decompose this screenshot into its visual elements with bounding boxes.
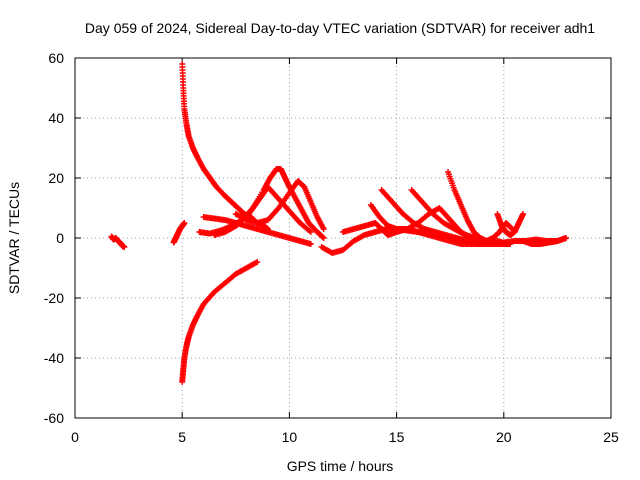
y-tick-label: -40 [44, 350, 64, 366]
plot-frame [74, 57, 612, 419]
data-point [307, 229, 314, 235]
y-tick-label: -20 [44, 290, 64, 306]
series-arc-a [108, 233, 128, 250]
series-arc-o [494, 211, 527, 238]
x-tick-label: 25 [603, 429, 619, 445]
x-tick-label: 10 [282, 429, 298, 445]
data-point [320, 235, 327, 241]
grid [75, 58, 611, 418]
data-point [562, 235, 569, 241]
data-point [520, 211, 527, 217]
x-tick-label: 0 [71, 429, 79, 445]
series-arc-g [211, 184, 314, 238]
data-point [505, 241, 512, 247]
data-point [320, 226, 327, 232]
x-tick-labels: 0 5 10 15 20 25 [71, 429, 619, 445]
series-arc-l [378, 187, 514, 247]
series-arc-d [179, 259, 261, 385]
series-arc-b [170, 220, 188, 246]
x-tick-label: 20 [496, 429, 512, 445]
y-axis-label: SDTVAR / TECUs [6, 182, 22, 294]
series-arc-h [232, 178, 327, 232]
y-tick-labels: -60 -40 -20 0 20 40 60 [44, 50, 64, 426]
chart-title: Day 059 of 2024, Sidereal Day-to-day VTE… [85, 20, 595, 36]
y-tick-label: 60 [48, 50, 64, 66]
data-point [181, 220, 188, 226]
data-point [307, 241, 314, 247]
data-points [108, 61, 569, 385]
y-tick-label: -60 [44, 410, 64, 426]
x-tick-label: 15 [389, 429, 405, 445]
y-tick-label: 20 [48, 170, 64, 186]
y-tick-label: 40 [48, 110, 64, 126]
series-arc-p [520, 235, 569, 247]
x-tick-label: 5 [178, 429, 186, 445]
series-arc-n [445, 169, 516, 244]
y-tick-label: 0 [56, 230, 64, 246]
data-point [121, 244, 128, 250]
x-axis-label: GPS time / hours [287, 458, 394, 474]
data-point [319, 234, 326, 241]
data-point [254, 259, 261, 265]
